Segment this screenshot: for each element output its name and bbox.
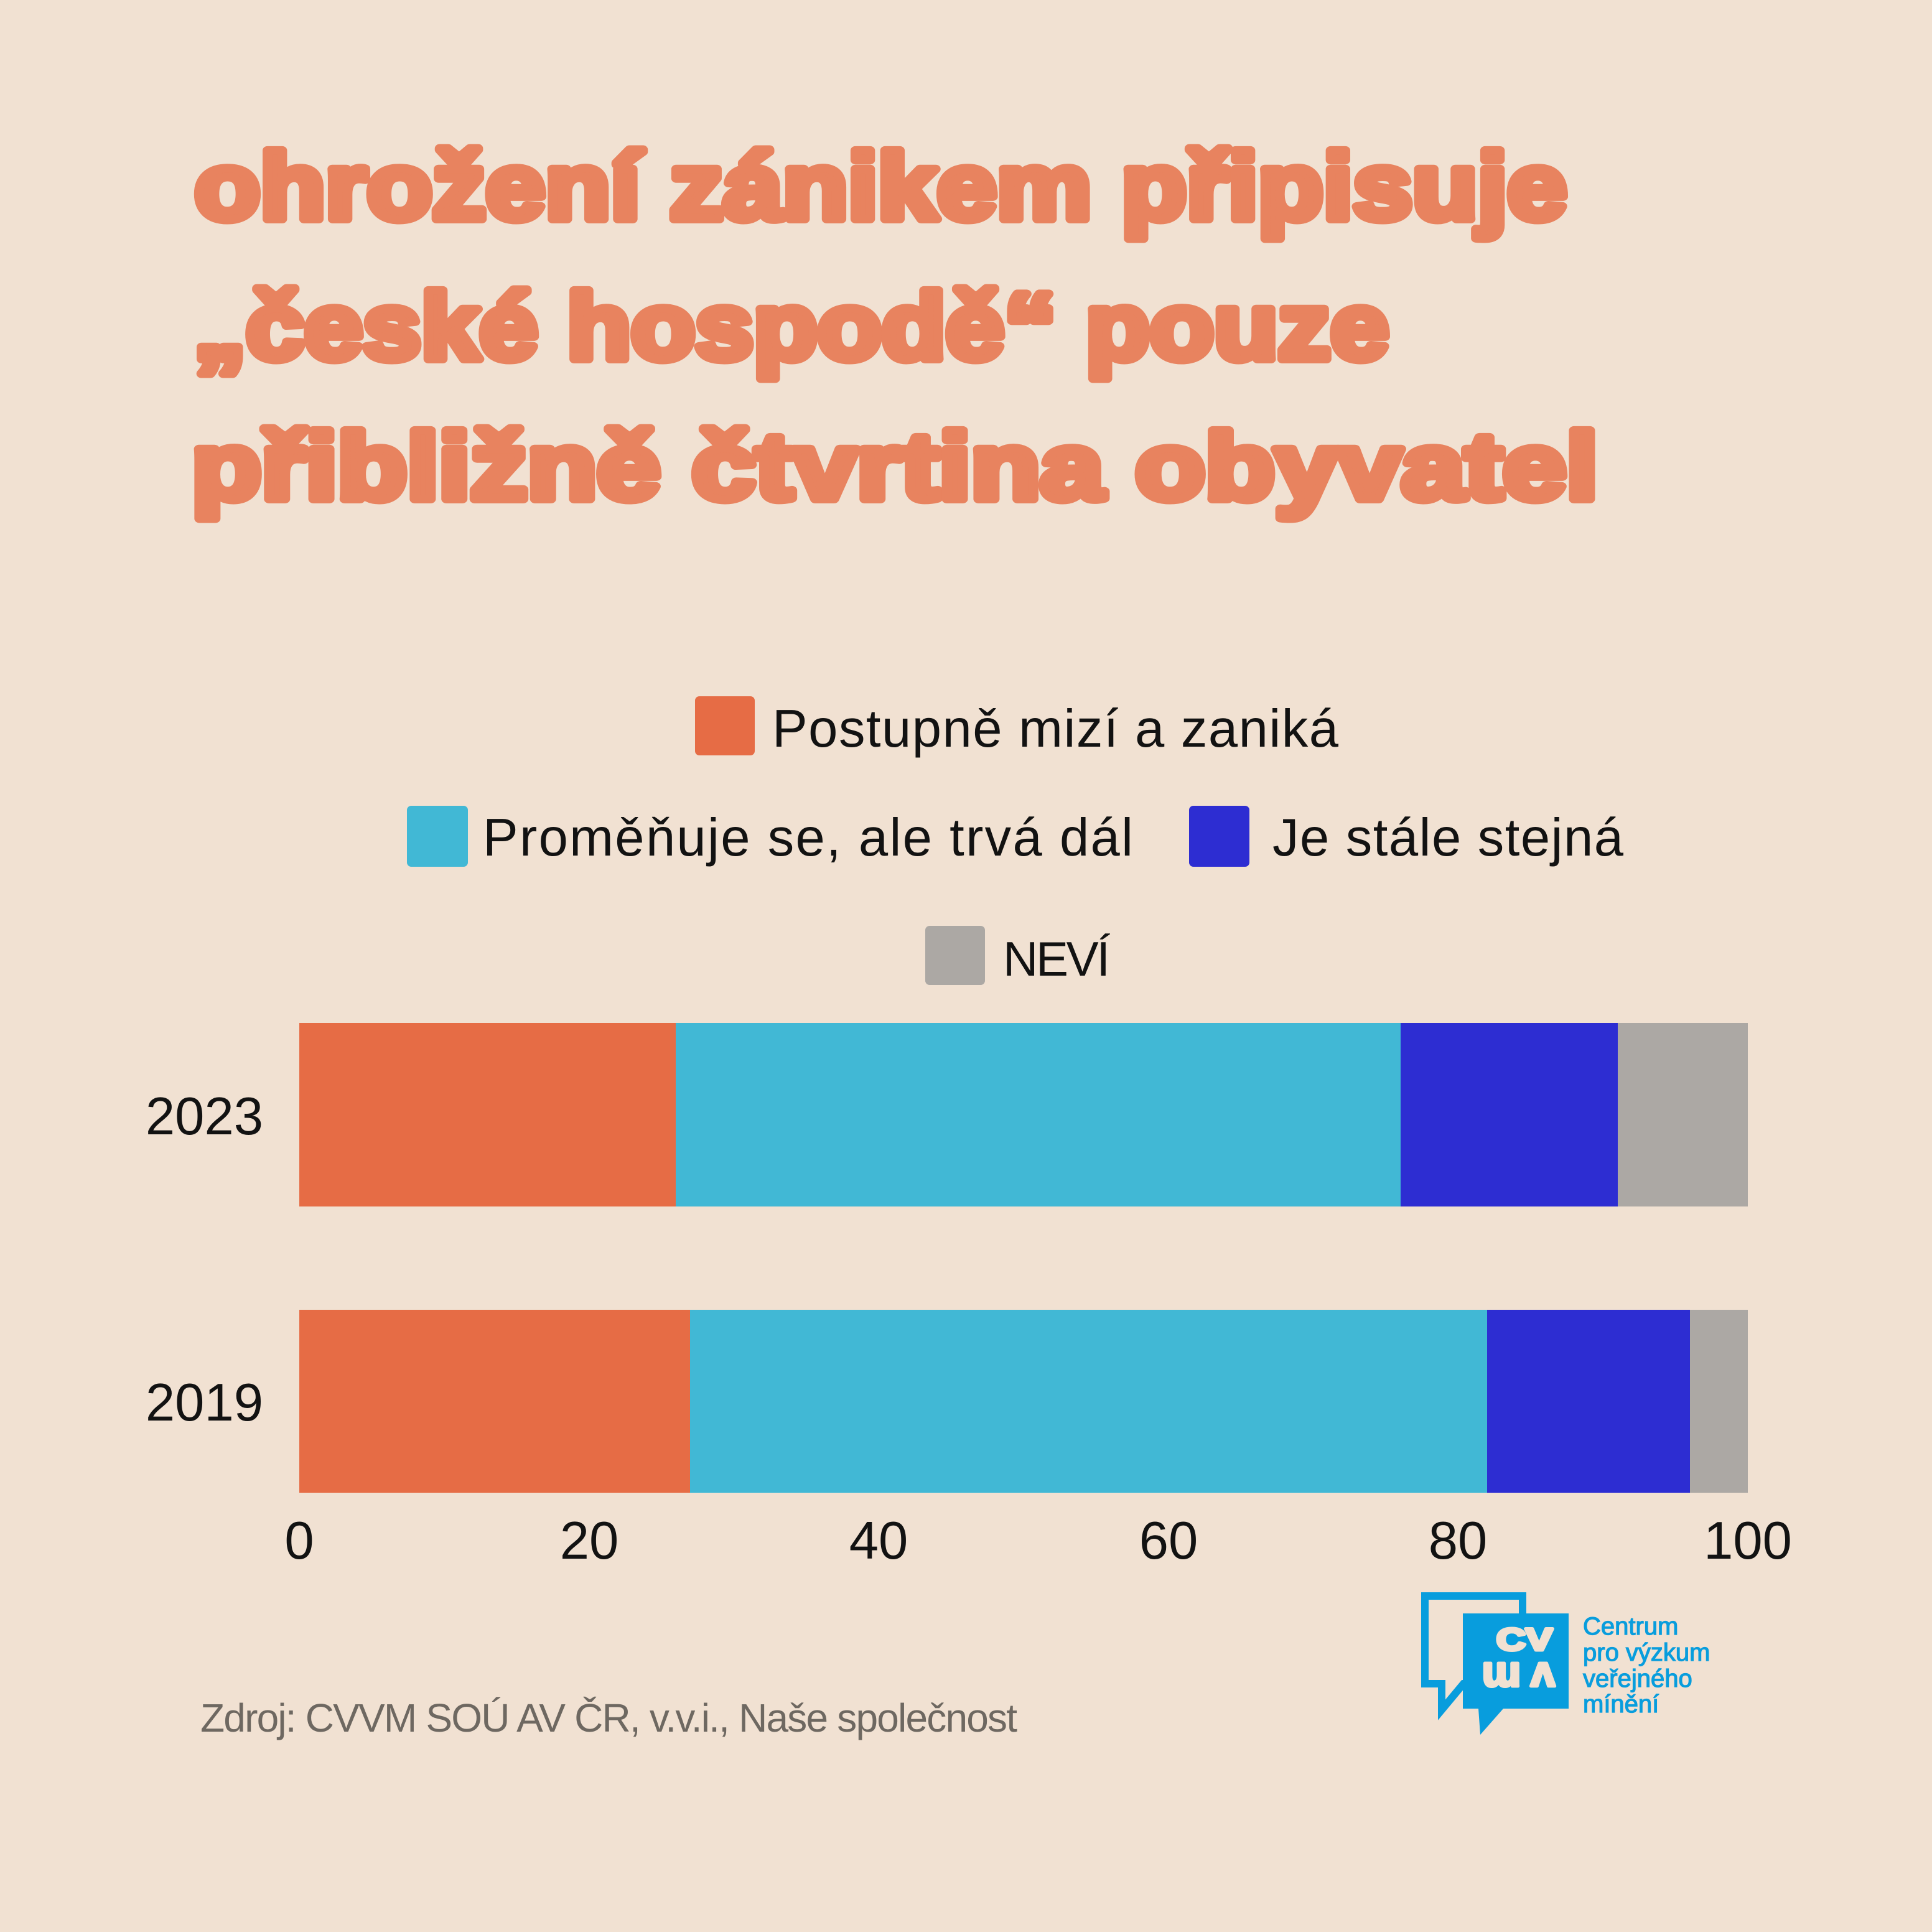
svg-text:veřejného: veřejného bbox=[1583, 1665, 1692, 1692]
svg-text:80: 80 bbox=[1429, 1511, 1488, 1570]
svg-text:ohrožení zánikem připisuje: ohrožení zánikem připisuje bbox=[195, 134, 1567, 240]
svg-text:„české hospodě“ pouze: „české hospodě“ pouze bbox=[194, 274, 1389, 380]
svg-text:2019: 2019 bbox=[146, 1373, 263, 1432]
svg-text:pro výzkum: pro výzkum bbox=[1583, 1639, 1710, 1666]
svg-text:Proměňuje se, ale trvá dál: Proměňuje se, ale trvá dál bbox=[483, 808, 1133, 867]
svg-text:60: 60 bbox=[1139, 1511, 1198, 1570]
svg-text:NEVÍ: NEVÍ bbox=[1003, 931, 1110, 986]
svg-text:přibližně čtvrtina obyvatel: přibližně čtvrtina obyvatel bbox=[192, 414, 1598, 520]
svg-text:0: 0 bbox=[284, 1511, 314, 1570]
svg-text:CV: CV bbox=[1496, 1623, 1553, 1657]
svg-text:20: 20 bbox=[560, 1511, 619, 1570]
svg-text:Zdroj: CVVM SOÚ AV ČR, v.v.i.,: Zdroj: CVVM SOÚ AV ČR, v.v.i., Naše spol… bbox=[200, 1696, 1017, 1740]
svg-text:Centrum: Centrum bbox=[1583, 1613, 1678, 1640]
svg-text:Je stále stejná: Je stále stejná bbox=[1272, 808, 1624, 867]
svg-text:vm: vm bbox=[1482, 1654, 1555, 1702]
svg-text:mínění: mínění bbox=[1583, 1691, 1659, 1718]
svg-text:40: 40 bbox=[849, 1511, 908, 1570]
svg-text:2023: 2023 bbox=[146, 1087, 263, 1146]
svg-text:Postupně mizí a zaniká: Postupně mizí a zaniká bbox=[772, 699, 1339, 758]
svg-text:100: 100 bbox=[1704, 1511, 1792, 1570]
